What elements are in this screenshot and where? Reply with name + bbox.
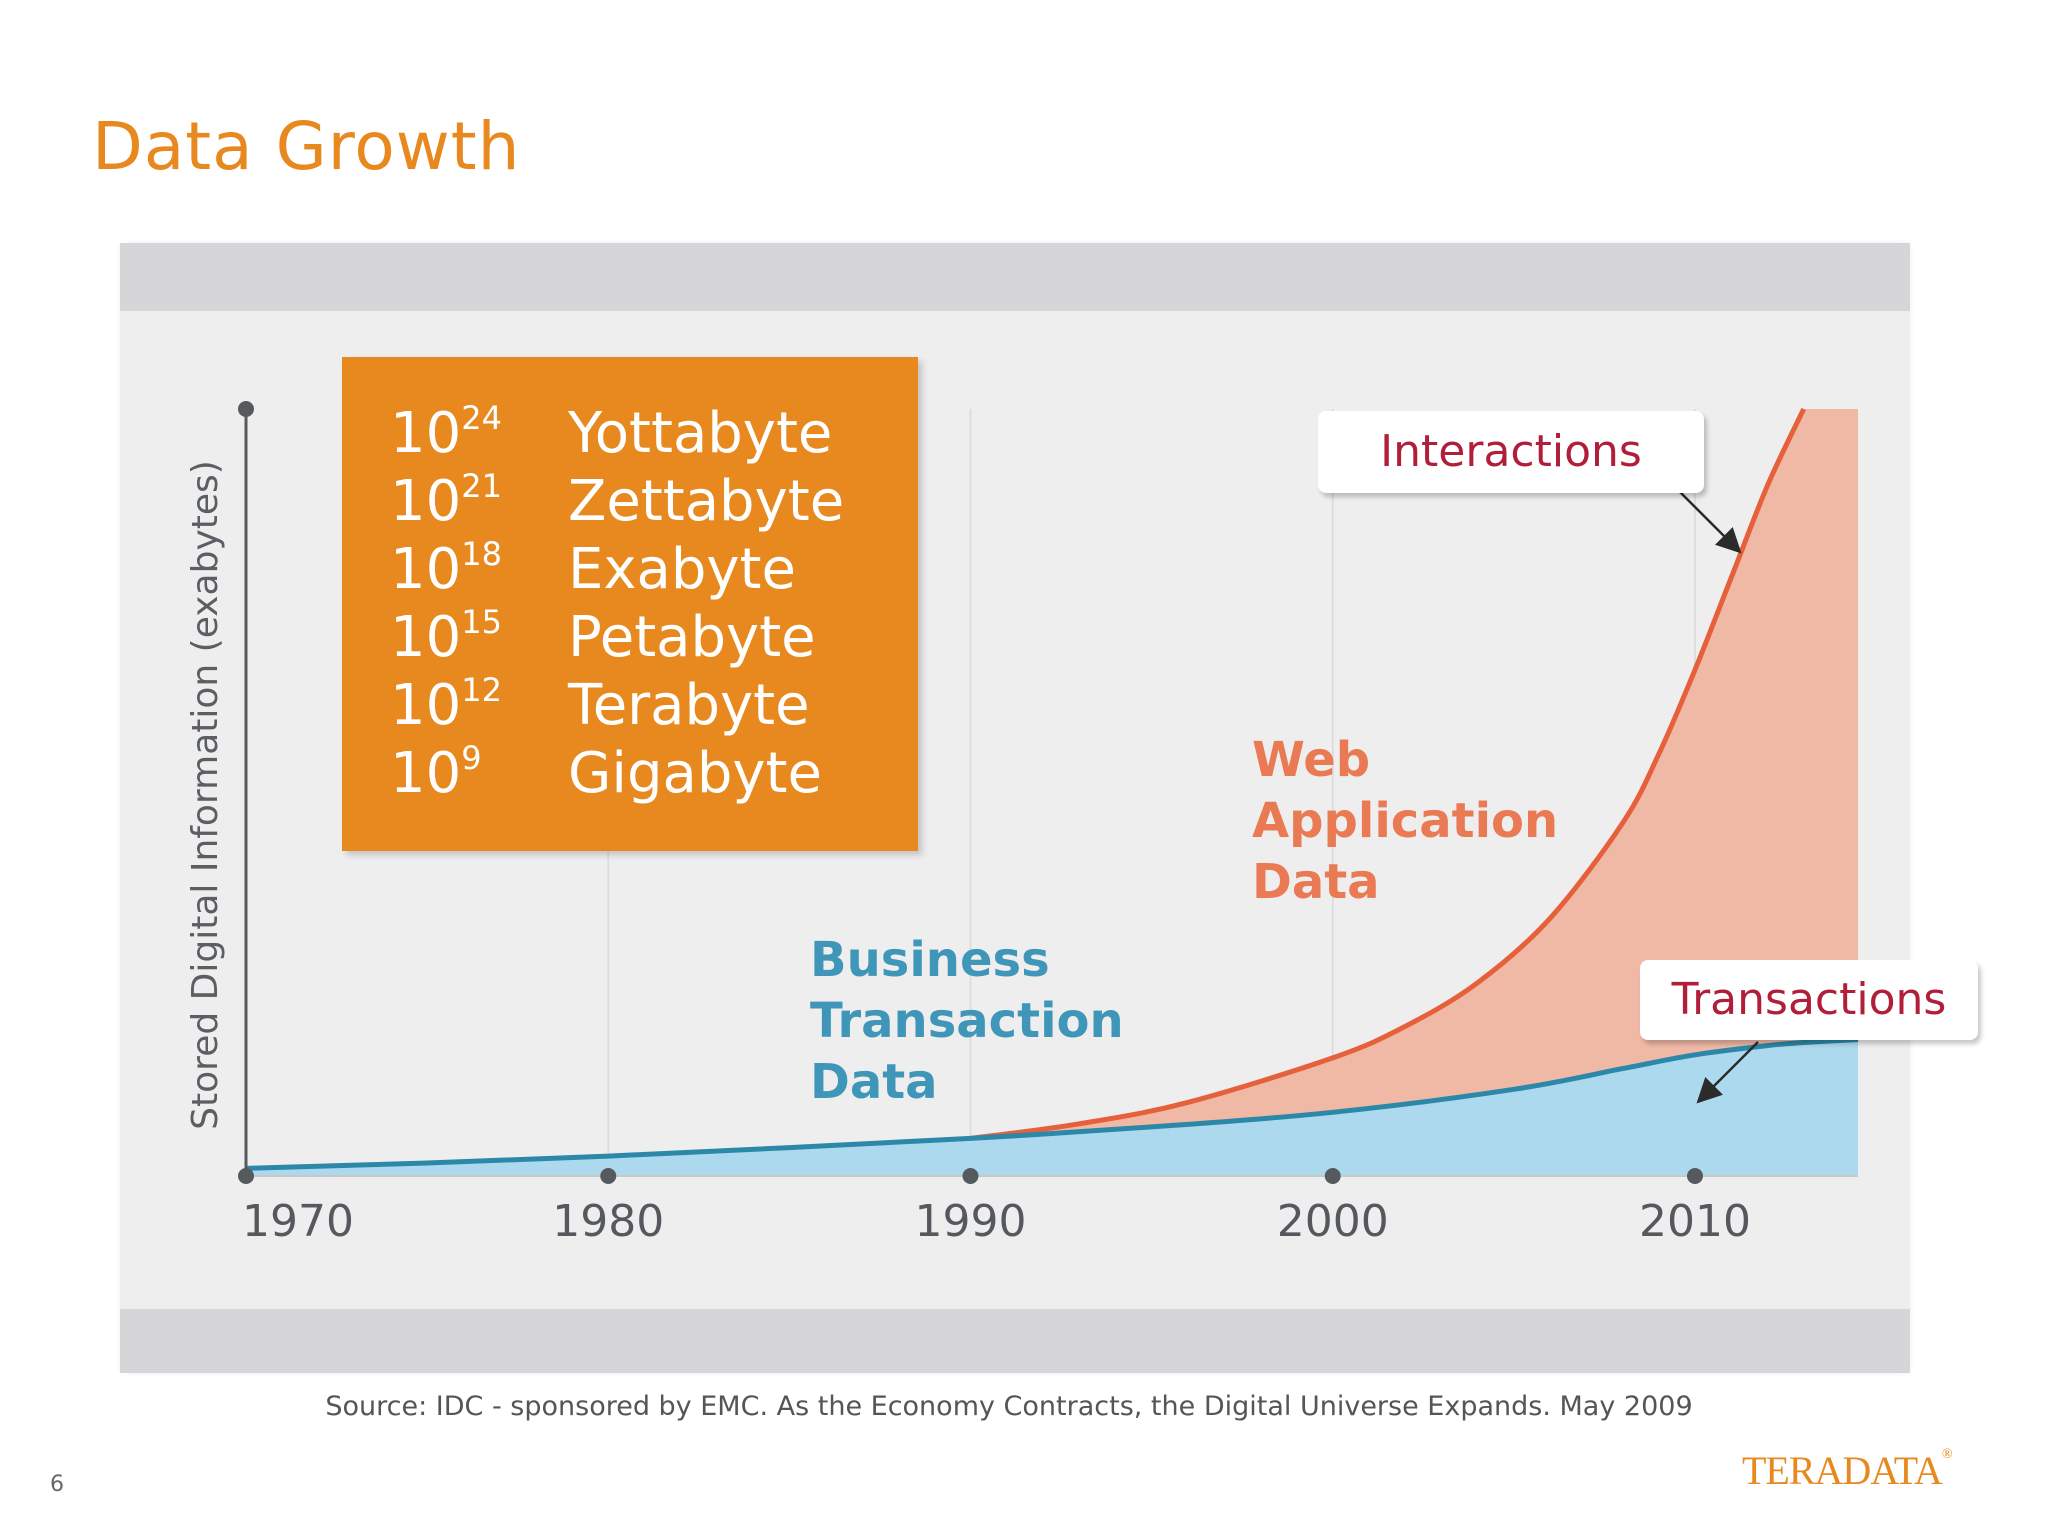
page-number: 6 (50, 1472, 64, 1497)
power-exponent: 9 (461, 739, 482, 777)
x-tick-label: 2000 (1277, 1196, 1389, 1247)
power-base: 10 (390, 741, 462, 806)
transactions-line (245, 1037, 1859, 1171)
data-units-legend: 1024 Yottabyte 1021 Zettabyte 1018 Exabyte 101… (342, 357, 918, 851)
x-tick-label: 2010 (1639, 1196, 1751, 1247)
slide-title: Data Growth (92, 108, 521, 185)
x-tick-label: 1990 (915, 1196, 1027, 1247)
source-citation: Source: IDC - sponsored by EMC. As the E… (325, 1391, 1693, 1422)
units-power: 1024 (390, 399, 502, 466)
units-power: 1018 (390, 535, 502, 602)
interactions-line (970, 407, 1806, 1141)
web-application-data-label: Web Application Data (1252, 732, 1558, 910)
teradata-logo: TERADATA® (1742, 1447, 1953, 1497)
power-base: 10 (390, 673, 462, 738)
units-power: 1012 (390, 671, 502, 738)
units-power: 109 (390, 739, 482, 806)
power-exponent: 12 (461, 671, 502, 709)
units-power: 1021 (390, 467, 502, 534)
x-tick-label: 1980 (552, 1196, 664, 1247)
y-axis-label: Stored Digital Information (exabytes) (185, 460, 226, 1130)
unit-name: Yottabyte (568, 401, 833, 466)
x-tick-marker (238, 1168, 254, 1184)
power-exponent: 18 (461, 535, 502, 573)
power-base: 10 (390, 537, 462, 602)
power-base: 10 (390, 401, 462, 466)
power-base: 10 (390, 469, 462, 534)
unit-name: Zettabyte (568, 469, 845, 534)
unit-name: Gigabyte (568, 741, 822, 806)
registered-mark: ® (1941, 1447, 1953, 1462)
interactions-callout: Interactions (1318, 411, 1704, 493)
units-power: 1015 (390, 603, 502, 670)
logo-text: TERADATA (1742, 1448, 1943, 1493)
chart-top-band (120, 243, 1910, 311)
unit-name: Terabyte (568, 673, 810, 738)
business-transaction-data-label: Business Transaction Data (810, 932, 1124, 1110)
interactions-arrow (1679, 491, 1742, 554)
x-tick-marker (1686, 1168, 1703, 1184)
power-exponent: 15 (461, 603, 502, 641)
web-application-area (970, 409, 1858, 1176)
business-transaction-area (246, 1039, 1858, 1176)
x-tick-marker (600, 1168, 617, 1184)
power-exponent: 24 (461, 399, 502, 437)
x-tick-marker (962, 1168, 979, 1184)
x-tick-label: 1970 (242, 1196, 354, 1247)
unit-name: Petabyte (568, 605, 816, 670)
transactions-arrow (1696, 1041, 1759, 1104)
transactions-callout: Transactions (1640, 960, 1978, 1040)
power-base: 10 (390, 605, 462, 670)
y-axis-top-marker (238, 401, 254, 417)
chart-bottom-band (120, 1309, 1910, 1373)
x-tick-marker (1324, 1168, 1341, 1184)
power-exponent: 21 (461, 467, 502, 505)
unit-name: Exabyte (568, 537, 796, 602)
